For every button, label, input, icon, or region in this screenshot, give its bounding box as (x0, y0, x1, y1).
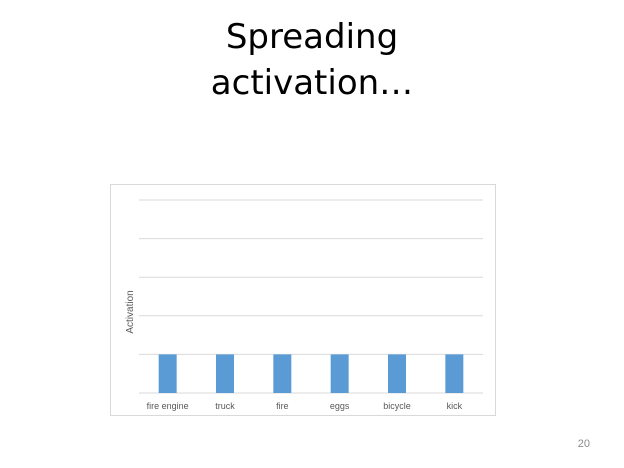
category-labels: fire engine truck fire eggs bicycle kick (147, 401, 463, 411)
slide-title-line-1: Spreading (225, 17, 399, 57)
bars (158, 354, 464, 393)
category-label: kick (447, 401, 463, 411)
bar-truck (216, 354, 234, 393)
bar-fire-engine (158, 354, 177, 393)
bar-chart: fire engine truck fire eggs bicycle kick Acti… (125, 199, 483, 411)
slide-number: 20 (577, 438, 590, 450)
category-label: bicycle (383, 401, 411, 411)
category-label: truck (215, 401, 235, 411)
slide-title: Spreading activation… (0, 14, 624, 106)
category-label: fire (276, 401, 289, 411)
y-axis-label: Activation (125, 290, 136, 333)
bar-fire (273, 354, 292, 393)
bar-eggs (330, 354, 349, 393)
slide-title-line-2: activation… (210, 63, 414, 103)
bar-bicycle (388, 354, 406, 393)
category-label: fire engine (147, 401, 189, 411)
gridlines (139, 199, 483, 394)
bar-kick (445, 354, 464, 393)
chart-area: fire engine truck fire eggs bicycle kick Acti… (110, 184, 496, 416)
category-label: eggs (330, 401, 350, 411)
